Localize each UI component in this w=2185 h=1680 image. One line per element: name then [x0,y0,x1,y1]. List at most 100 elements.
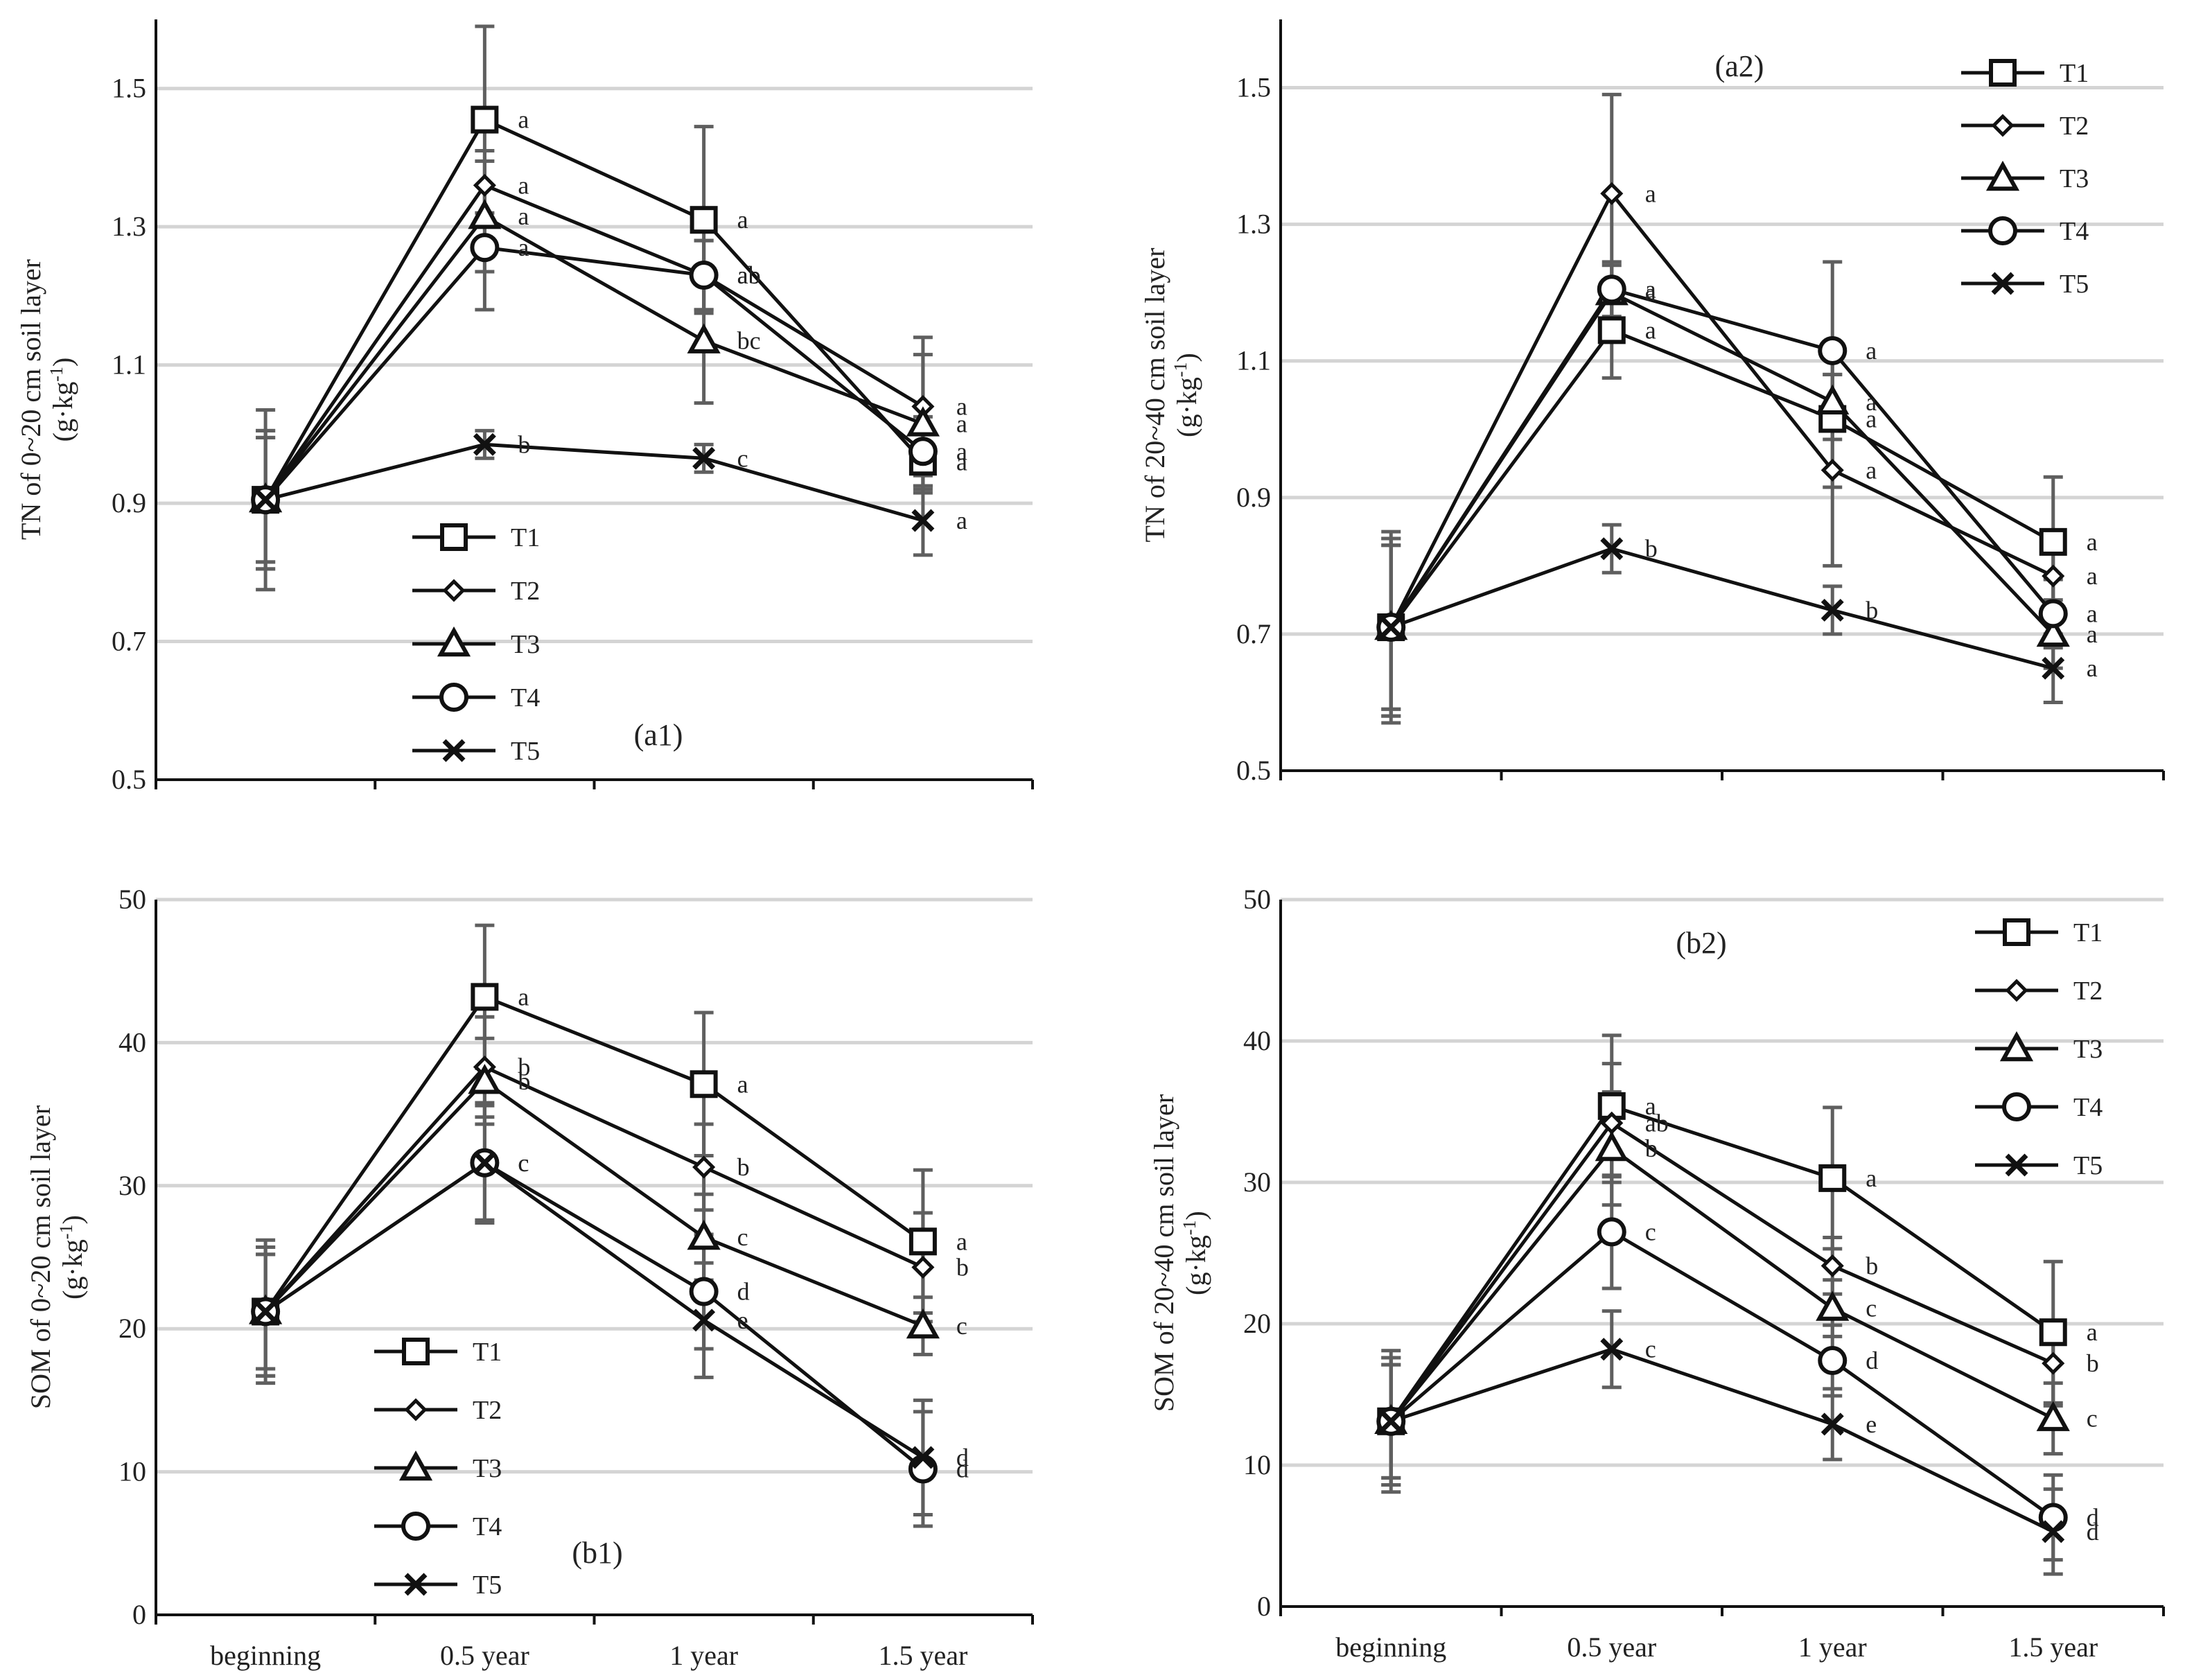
chart-panel-b1: 0 10 20 30 40 50 beginning 0.5 year 1 year 1.5 ye… [25,884,1034,1671]
significance-label: a [518,234,529,261]
significance-label: d [2087,1518,2099,1546]
data-point-T5 [1820,598,1844,622]
significance-label: a [737,1070,748,1098]
y-axis-label: TN of 20~40 cm soil layer [1139,248,1170,543]
legend-marker-T5 [442,739,466,762]
data-point-T4 [1597,274,1626,304]
y-axis-label: SOM of 0~20 cm soil layer [25,1105,56,1409]
significance-label: b [2087,1349,2099,1377]
data-point-T1 [690,1070,718,1099]
data-point-T4 [1597,1217,1626,1247]
significance-label: b [737,1153,750,1181]
legend-marker-T3 [437,626,471,657]
significance-label: a [2087,654,2098,682]
legend-marker-T2 [1991,114,2015,137]
data-point-T1 [471,105,499,134]
data-point-T1 [909,1227,937,1256]
data-point-T2 [1820,458,1844,482]
significance-label: bc [737,327,761,355]
y-tick-label: 10 [1243,1449,1271,1480]
data-point-T2 [911,1255,935,1279]
data-point-T2 [2042,564,2065,588]
y-axis-label: SOM of 20~40 cm soil layer [1148,1094,1179,1412]
legend-marker-T2 [442,579,466,602]
significance-label: a [2087,528,2098,556]
series-line-T5 [265,442,924,523]
legend: T1 T2 T3 T4 T5 [1961,59,2089,299]
significance-label: c [737,1223,748,1251]
significance-label: a [956,507,967,534]
significance-label: a [1866,388,1877,416]
y-axis-unit: (g·kg-1) [56,1215,89,1300]
y-tick-label: 0.7 [112,626,146,657]
significance-label: ab [737,261,761,289]
legend-marker-T2 [2005,979,2028,1002]
significance-label: d [1866,1347,1878,1374]
chart-panel-b2: 0 10 20 30 40 50 beginning 0.5 year 1 year 1.5 ye… [1148,884,2165,1663]
data-point-T5 [1820,1412,1844,1436]
significance-label: c [1645,1336,1656,1363]
significance-label: c [2087,1405,2098,1433]
data-point-T5 [473,432,496,456]
data-point-T2 [2042,1351,2065,1375]
legend-label: T3 [473,1454,502,1483]
significance-label: e [1866,1410,1877,1438]
data-point-T5 [911,509,935,532]
y-tick-label: 20 [119,1313,146,1344]
data-point-T5 [1600,537,1624,561]
data-point-T5 [254,1300,277,1323]
series-line-T3 [264,1078,924,1328]
legend-marker-T5 [1991,272,2015,295]
legend-marker-T1 [2003,918,2030,946]
series-line-T1 [1389,1103,2055,1423]
series-line-T1 [264,995,924,1313]
significance-label: a [518,202,529,230]
data-point-T2 [692,1155,716,1179]
data-point-T5 [692,446,716,470]
significance-label: a [518,106,529,134]
y-tick-label: 1.5 [112,73,146,104]
x-tick-label: 1.5 year [2008,1631,2098,1663]
series-line-T2 [264,183,924,501]
significance-label: a [737,206,748,234]
series-line-T3 [1389,290,2055,636]
legend-label: T2 [2073,977,2103,1006]
data-point-T4 [1818,1346,1848,1376]
y-tick-label: 30 [119,1170,146,1201]
y-tick-label: 0.9 [112,487,146,518]
panel-label: (a1) [634,718,683,752]
significance-label: b [1645,535,1658,563]
legend-label: T1 [473,1338,502,1367]
y-tick-label: 50 [1243,884,1271,915]
data-point-T2 [1820,1254,1844,1277]
data-point-T3 [468,1063,502,1094]
legend-label: T5 [2073,1151,2103,1180]
legend-label: T2 [511,577,540,606]
legend-marker-T4 [1988,216,2017,245]
significance-label: a [956,392,967,420]
legend-label: T4 [2073,1093,2103,1122]
y-tick-label: 1.1 [112,349,146,380]
data-point-T5 [1379,615,1403,639]
legend-label: T4 [473,1512,502,1541]
legend-label: T1 [511,523,540,552]
data-point-T5 [2042,1520,2065,1543]
y-axis-unit: (g·kg-1) [46,358,79,442]
y-axis-title: SOM of 20~40 cm soil layer (g·kg-1) [1148,1094,1211,1412]
legend-marker-T1 [1989,59,2017,87]
legend-marker-T4 [439,683,468,712]
legend-label: T1 [2060,59,2089,88]
y-tick-label: 30 [1243,1166,1271,1198]
y-tick-label: 20 [1243,1308,1271,1339]
significance-label: d [956,1455,969,1482]
data-point-T1 [1597,1092,1626,1120]
series-line-T1 [263,117,924,501]
significance-label: a [2087,600,2098,627]
data-point-T3 [906,1308,940,1339]
significance-label: c [518,1149,529,1177]
x-tick-label: beginning [1335,1631,1446,1663]
chart-panel-a2: 0.5 0.7 0.9 1.1 1.3 1.5 TN of 20~40 cm soil la… [1139,19,2165,786]
x-tick-label: 1.5 year [878,1640,967,1671]
data-point-T5 [254,488,277,511]
